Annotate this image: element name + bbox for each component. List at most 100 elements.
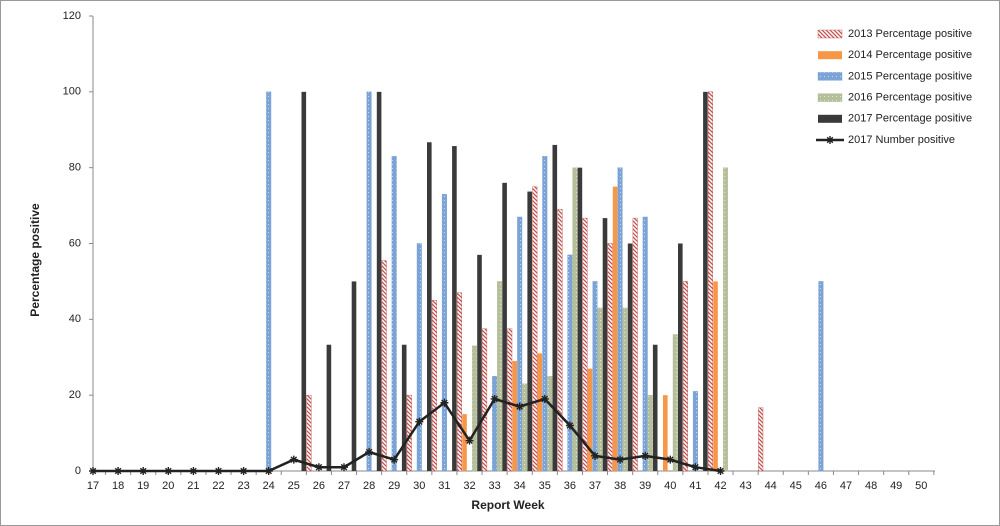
marker xyxy=(465,436,474,445)
bar xyxy=(723,167,729,472)
marker xyxy=(89,467,97,475)
bar xyxy=(326,344,332,471)
x-tick-label: 32 xyxy=(463,480,475,492)
legend-label: 2013 Percentage positive xyxy=(848,28,972,40)
bar xyxy=(431,300,437,472)
legend-label: 2017 Percentage positive xyxy=(848,113,972,125)
marker xyxy=(440,398,449,407)
x-tick-label: 40 xyxy=(664,480,676,492)
y-tick-label: 20 xyxy=(69,389,81,401)
x-axis-title: Report Week xyxy=(471,498,544,512)
x-tick-label: 41 xyxy=(689,480,701,492)
bar xyxy=(457,292,463,472)
bar xyxy=(477,254,482,471)
x-tick-label: 45 xyxy=(790,480,802,492)
legend-swatch xyxy=(817,72,843,81)
x-tick-label: 19 xyxy=(137,480,149,492)
bar xyxy=(416,243,422,472)
bar xyxy=(647,394,653,472)
y-axis-title: Percentage positive xyxy=(28,203,42,317)
x-tick-label: 25 xyxy=(288,480,300,492)
bar xyxy=(401,344,407,471)
marker xyxy=(214,467,223,475)
bar xyxy=(472,345,478,472)
legend-swatch xyxy=(817,29,843,39)
bar xyxy=(703,91,708,471)
legend-swatch xyxy=(817,93,843,102)
bar xyxy=(522,383,528,472)
bar xyxy=(642,216,648,472)
bar xyxy=(266,91,272,472)
marker xyxy=(164,467,173,475)
bar xyxy=(527,191,532,471)
bar xyxy=(542,156,548,472)
y-tick-label: 120 xyxy=(63,10,81,22)
x-tick-label: 24 xyxy=(263,480,275,492)
marker xyxy=(691,463,700,472)
x-tick-label: 44 xyxy=(765,480,777,492)
x-tick-label: 39 xyxy=(639,480,651,492)
bar xyxy=(612,186,618,471)
legend-label: 2014 Percentage positive xyxy=(848,49,972,61)
x-tick-label: 30 xyxy=(413,480,425,492)
marker xyxy=(591,451,599,460)
marker xyxy=(565,421,574,430)
bar xyxy=(441,194,447,472)
marker xyxy=(264,467,273,475)
x-tick-label: 34 xyxy=(514,480,526,492)
marker xyxy=(826,136,834,144)
bar xyxy=(617,167,623,472)
bar xyxy=(512,361,517,471)
marker xyxy=(365,448,374,457)
marker xyxy=(239,467,248,475)
x-tick-label: 21 xyxy=(187,480,199,492)
x-tick-label: 23 xyxy=(237,480,249,492)
bar xyxy=(507,328,513,472)
marker xyxy=(340,463,348,472)
marker xyxy=(716,467,725,475)
bar xyxy=(678,243,683,471)
bar xyxy=(376,91,382,471)
x-tick-label: 38 xyxy=(614,480,626,492)
bar xyxy=(517,216,523,472)
bar xyxy=(482,328,488,472)
bar xyxy=(497,281,503,472)
marker xyxy=(490,394,499,403)
bar xyxy=(301,91,307,471)
bar xyxy=(391,156,397,472)
bar xyxy=(592,281,598,472)
marker xyxy=(390,455,399,464)
bar xyxy=(758,407,764,472)
legend-label: 2017 Number positive xyxy=(848,134,955,146)
bar xyxy=(452,146,457,471)
legend-swatch xyxy=(818,51,842,60)
y-tick-label: 40 xyxy=(69,313,81,325)
bar xyxy=(306,394,312,472)
x-tick-label: 31 xyxy=(438,480,450,492)
x-tick-label: 36 xyxy=(564,480,576,492)
bar xyxy=(708,91,714,472)
bar xyxy=(587,368,593,471)
x-tick-label: 47 xyxy=(840,480,852,492)
bar xyxy=(351,281,357,471)
x-tick-label: 18 xyxy=(112,480,124,492)
x-tick-label: 27 xyxy=(338,480,350,492)
marker xyxy=(415,417,424,426)
marker xyxy=(114,467,123,475)
bar xyxy=(682,281,688,472)
x-tick-label: 33 xyxy=(488,480,500,492)
y-tick-label: 100 xyxy=(63,86,81,98)
marker xyxy=(515,402,524,411)
x-tick-label: 28 xyxy=(363,480,375,492)
x-tick-label: 48 xyxy=(865,480,877,492)
bar xyxy=(818,281,824,472)
legend-label: 2015 Percentage positive xyxy=(848,70,972,82)
bar xyxy=(532,186,538,472)
bar xyxy=(462,414,467,471)
bar xyxy=(602,218,608,471)
marker xyxy=(666,455,675,464)
x-tick-label: 20 xyxy=(162,480,174,492)
legend-label: 2016 Percentage positive xyxy=(848,92,972,104)
y-tick-label: 60 xyxy=(69,237,81,249)
